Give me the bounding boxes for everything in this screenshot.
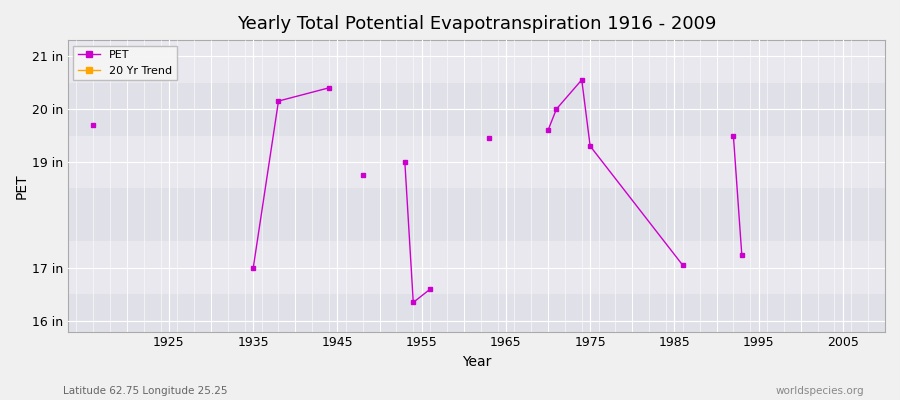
- Y-axis label: PET: PET: [15, 173, 29, 199]
- Text: Latitude 62.75 Longitude 25.25: Latitude 62.75 Longitude 25.25: [63, 386, 228, 396]
- Title: Yearly Total Potential Evapotranspiration 1916 - 2009: Yearly Total Potential Evapotranspiratio…: [237, 15, 716, 33]
- Bar: [68, 136, 885, 188]
- Text: worldspecies.org: worldspecies.org: [776, 386, 864, 396]
- X-axis label: Year: Year: [462, 355, 491, 369]
- Bar: [68, 40, 885, 82]
- Bar: [68, 294, 885, 332]
- Bar: [68, 188, 885, 242]
- Bar: [68, 82, 885, 136]
- Legend: PET, 20 Yr Trend: PET, 20 Yr Trend: [74, 46, 176, 80]
- Bar: [68, 242, 885, 294]
